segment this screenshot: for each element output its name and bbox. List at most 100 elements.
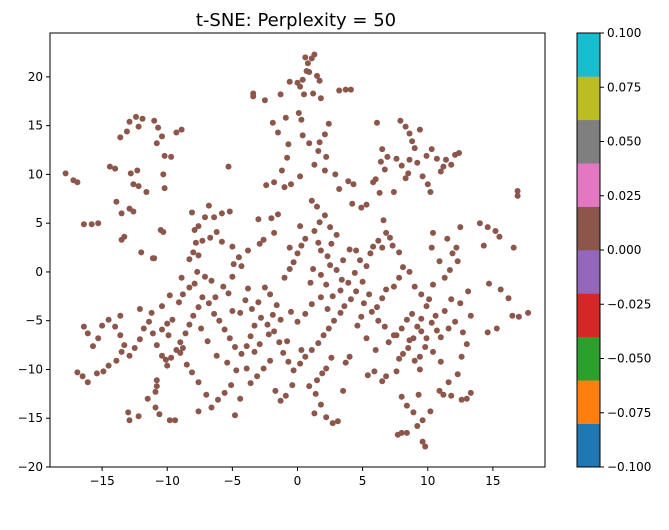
scatter-point [366, 291, 373, 298]
scatter-point [440, 391, 447, 398]
scatter-point [419, 438, 426, 445]
scatter-point [285, 358, 292, 365]
scatter-point [254, 373, 261, 380]
scatter-point [251, 322, 258, 329]
scatter-point [372, 347, 379, 353]
scatter-point [112, 165, 119, 172]
scatter-point [294, 318, 301, 325]
scatter-point [332, 171, 339, 178]
scatter-point [186, 256, 193, 263]
scatter-point [314, 72, 320, 79]
scatter-point [178, 274, 185, 281]
scatter-point [215, 396, 221, 403]
scatter-point [172, 417, 179, 424]
scatter-point [100, 368, 107, 375]
scatter-point [416, 353, 423, 360]
scatter-point [297, 83, 304, 90]
scatter-point [347, 296, 354, 303]
scatter-point [308, 347, 315, 353]
scatter-point [178, 126, 185, 133]
scatter-point [294, 250, 301, 257]
scatter-point [444, 235, 451, 242]
colorbar-segment [577, 206, 600, 251]
scatter-point [358, 313, 365, 320]
scatter-point [290, 259, 297, 266]
scatter-point [457, 300, 464, 307]
scatter-point [242, 297, 249, 304]
scatter-point [398, 393, 405, 400]
y-tick-label: 0 [35, 265, 43, 279]
scatter-point [349, 200, 356, 207]
scatter-point [317, 271, 324, 278]
scatter-point [213, 229, 220, 235]
scatter-point [191, 280, 198, 287]
scatter-point [271, 328, 278, 335]
scatter-point [186, 321, 193, 328]
scatter-point [370, 243, 377, 250]
scatter-point [393, 155, 400, 162]
scatter-point [371, 368, 378, 375]
scatter-point [350, 181, 357, 188]
scatter-point [436, 387, 443, 394]
scatter-point [398, 325, 405, 332]
scatter-point [453, 244, 460, 251]
x-axis: −15 −10 −5 0 5 10 15 [89, 467, 501, 488]
scatter-point [164, 320, 171, 327]
scatter-point [358, 204, 365, 211]
scatter-point [419, 417, 426, 424]
scatter-point [144, 395, 151, 402]
colorbar-segment [577, 33, 600, 77]
scatter-point [397, 117, 404, 124]
scatter-point [159, 352, 165, 359]
scatter-point [320, 332, 327, 339]
scatter-point [95, 220, 102, 227]
scatter-point [95, 335, 102, 342]
scatter-point [288, 308, 294, 315]
scatter-point [311, 51, 318, 58]
scatter-point [406, 130, 413, 137]
scatter-point [448, 392, 455, 399]
scatter-point [448, 296, 455, 303]
scatter-point [152, 404, 159, 411]
scatter-point [298, 116, 305, 123]
scatter-point [255, 216, 262, 223]
scatter-point [277, 316, 284, 323]
scatter-point [410, 409, 417, 416]
scatter-point [267, 291, 274, 298]
scatter-point [237, 309, 244, 316]
scatter-point [411, 357, 418, 364]
y-tick-label: −5 [25, 314, 43, 328]
scatter-point [105, 362, 112, 369]
x-tick-label: 10 [420, 474, 435, 488]
colorbar-tick-label: −0.100 [607, 460, 651, 474]
y-tick-label: −10 [18, 362, 43, 376]
scatter-point [179, 345, 186, 351]
scatter-point [328, 354, 335, 361]
scatter-point [177, 349, 184, 356]
scatter-point [380, 217, 387, 224]
scatter-point [248, 306, 255, 312]
scatter-point [133, 113, 139, 120]
scatter-point [256, 240, 263, 247]
scatter-point [195, 252, 202, 259]
scatter-point [340, 257, 347, 264]
scatter-point [443, 156, 449, 163]
scatter-point [308, 301, 315, 308]
scatter-point [190, 312, 197, 319]
scatter-point [121, 233, 128, 240]
scatter-point [113, 198, 120, 205]
scatter-point [405, 345, 412, 351]
scatter-point [342, 86, 349, 93]
scatter-point [323, 365, 330, 372]
scatter-point [333, 231, 340, 238]
scatter-point [159, 303, 165, 310]
scatter-point [135, 413, 142, 420]
scatter-point [125, 409, 132, 416]
scatter-point [321, 167, 328, 174]
scatter-point [126, 118, 133, 125]
scatter-point [306, 140, 313, 147]
scatter-point [169, 316, 176, 323]
scatter-point [261, 97, 268, 104]
scatter-point [271, 229, 278, 236]
scatter-point [314, 377, 320, 384]
